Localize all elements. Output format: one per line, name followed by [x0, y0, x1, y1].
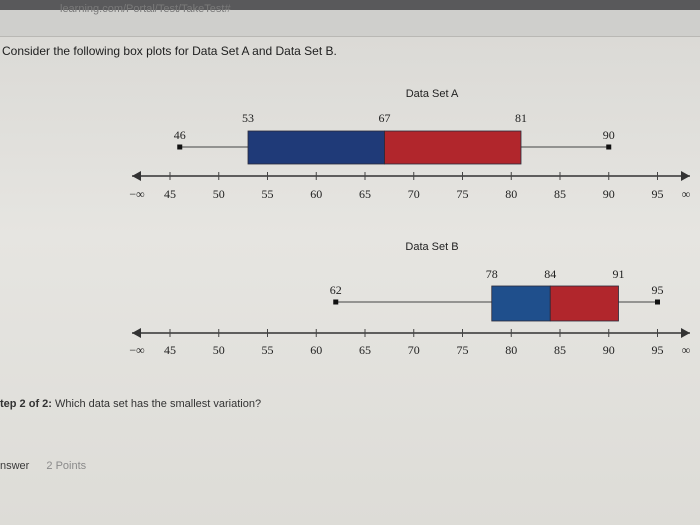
tick-label-b: 45	[164, 343, 176, 357]
min-label-a: 46	[174, 128, 186, 142]
step-prompt: tep 2 of 2: Which data set has the small…	[0, 398, 261, 410]
neg-infinity-label-a: −∞	[129, 187, 144, 201]
infinity-label-a: ∞	[682, 187, 691, 201]
upper-box-a	[384, 130, 522, 165]
upper-box-b	[549, 285, 619, 322]
tick-label-b: 95	[652, 343, 664, 357]
tick-label-b: 90	[603, 343, 615, 357]
median-label-a: 67	[379, 111, 391, 125]
tick-label-a: 50	[213, 187, 225, 201]
q3-label-a: 81	[515, 111, 527, 125]
max-marker-a	[606, 144, 612, 150]
right-arrow-b	[681, 328, 690, 338]
box-plots: Data Set A 46 53 67 81 90 45 50 55 60 65 70 75 80 85 90…	[129, 88, 691, 357]
tick-label-a: 75	[457, 187, 469, 201]
url-text: learning.com/Portal/Test/TakeTest#	[60, 3, 231, 15]
left-arrow-b	[132, 328, 141, 338]
tick-label-b: 85	[554, 343, 566, 357]
min-marker-a	[177, 144, 183, 150]
lower-box-a	[247, 130, 385, 165]
neg-infinity-label-b: −∞	[129, 343, 144, 357]
tick-label-b: 75	[457, 343, 469, 357]
tick-label-a: 80	[505, 187, 517, 201]
answer-row: nswer 2 Points	[0, 460, 86, 472]
tick-label-a: 60	[310, 187, 322, 201]
right-arrow-a	[681, 171, 690, 181]
tick-label-b: 50	[213, 343, 225, 357]
left-arrow-a	[132, 171, 141, 181]
max-label-b: 95	[652, 283, 664, 297]
q3-label-b: 91	[613, 267, 625, 281]
median-label-b: 84	[544, 267, 556, 281]
tick-label-b: 60	[310, 343, 322, 357]
plot-title-a: Data Set A	[406, 88, 459, 100]
tick-label-b: 80	[505, 343, 517, 357]
max-label-a: 90	[603, 128, 615, 142]
tick-label-a: 95	[652, 187, 664, 201]
tick-label-a: 45	[164, 187, 176, 201]
browser-chrome	[0, 0, 700, 12]
step-label: tep 2 of 2:	[0, 398, 52, 410]
min-label-b: 62	[330, 283, 342, 297]
tick-label-a: 85	[554, 187, 566, 201]
tick-label-b: 70	[408, 343, 420, 357]
q1-label-a: 53	[242, 111, 254, 125]
lower-box-b	[491, 285, 551, 322]
tick-label-a: 70	[408, 187, 420, 201]
tick-label-a: 65	[359, 187, 371, 201]
answer-label: nswer	[0, 460, 30, 472]
plot-title-b: Data Set B	[405, 241, 458, 253]
max-marker-b	[655, 299, 660, 305]
min-marker-b	[333, 299, 339, 305]
infinity-label-b: ∞	[682, 343, 691, 357]
question-text: Consider the following box plots for Dat…	[2, 44, 337, 58]
tick-label-a: 55	[262, 187, 274, 201]
points-label: 2 Points	[46, 460, 87, 472]
tick-label-b: 65	[359, 343, 371, 357]
q1-label-b: 78	[486, 267, 498, 281]
tick-label-a: 90	[603, 187, 615, 201]
tick-label-b: 55	[262, 343, 274, 357]
step-question: Which data set has the smallest variatio…	[55, 398, 262, 410]
address-bar[interactable]: learning.com/Portal/Test/TakeTest#	[0, 3, 700, 37]
